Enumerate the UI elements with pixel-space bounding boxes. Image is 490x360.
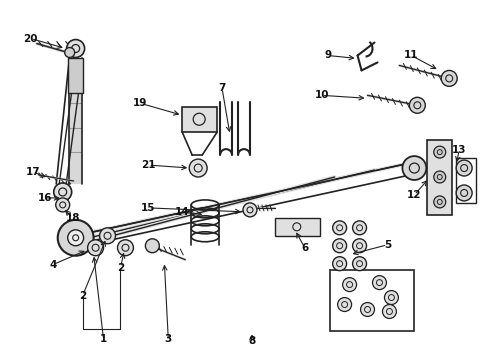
Bar [456, 158, 476, 203]
Circle shape [67, 40, 85, 58]
Text: 16: 16 [38, 193, 52, 203]
Text: 20: 20 [24, 33, 38, 44]
Circle shape [402, 156, 426, 180]
Bar [182, 107, 217, 132]
Circle shape [243, 203, 257, 217]
Circle shape [409, 97, 425, 113]
Circle shape [434, 171, 446, 183]
Text: 7: 7 [219, 84, 226, 93]
Text: 3: 3 [165, 334, 172, 345]
Text: 13: 13 [452, 145, 466, 155]
Circle shape [353, 221, 367, 235]
Text: 18: 18 [66, 213, 80, 223]
Text: 10: 10 [315, 90, 329, 100]
Text: 17: 17 [25, 167, 40, 177]
Text: 14: 14 [175, 207, 190, 217]
Text: 12: 12 [407, 190, 421, 200]
Circle shape [338, 298, 352, 311]
Circle shape [118, 240, 133, 256]
FancyBboxPatch shape [69, 58, 82, 184]
Text: 15: 15 [141, 203, 156, 213]
Bar [330, 270, 415, 332]
Circle shape [343, 278, 357, 292]
Bar [427, 140, 452, 215]
Circle shape [385, 291, 398, 305]
Bar [275, 218, 319, 236]
Text: 11: 11 [404, 50, 418, 60]
Circle shape [54, 183, 72, 201]
Text: 4: 4 [49, 260, 56, 270]
Bar [68, 58, 83, 93]
Text: 5: 5 [384, 240, 391, 250]
Circle shape [65, 48, 74, 58]
Circle shape [441, 71, 457, 86]
Text: 2: 2 [79, 291, 86, 301]
Circle shape [434, 196, 446, 208]
Circle shape [146, 239, 159, 253]
Circle shape [353, 239, 367, 253]
Circle shape [99, 228, 116, 244]
Circle shape [68, 230, 84, 246]
Circle shape [456, 160, 472, 176]
Text: 19: 19 [133, 98, 147, 108]
Circle shape [88, 240, 103, 256]
Text: 9: 9 [324, 50, 331, 60]
Text: 2: 2 [117, 263, 124, 273]
Circle shape [456, 185, 472, 201]
Text: 1: 1 [100, 334, 107, 345]
Circle shape [333, 221, 346, 235]
Text: 8: 8 [248, 336, 256, 346]
Circle shape [58, 220, 94, 256]
Circle shape [333, 257, 346, 271]
Text: 6: 6 [301, 243, 308, 253]
Text: 21: 21 [141, 160, 156, 170]
Circle shape [353, 257, 367, 271]
Circle shape [434, 146, 446, 158]
Circle shape [372, 276, 387, 289]
Circle shape [333, 239, 346, 253]
Circle shape [56, 198, 70, 212]
Circle shape [189, 159, 207, 177]
Circle shape [383, 305, 396, 319]
Circle shape [361, 302, 374, 316]
